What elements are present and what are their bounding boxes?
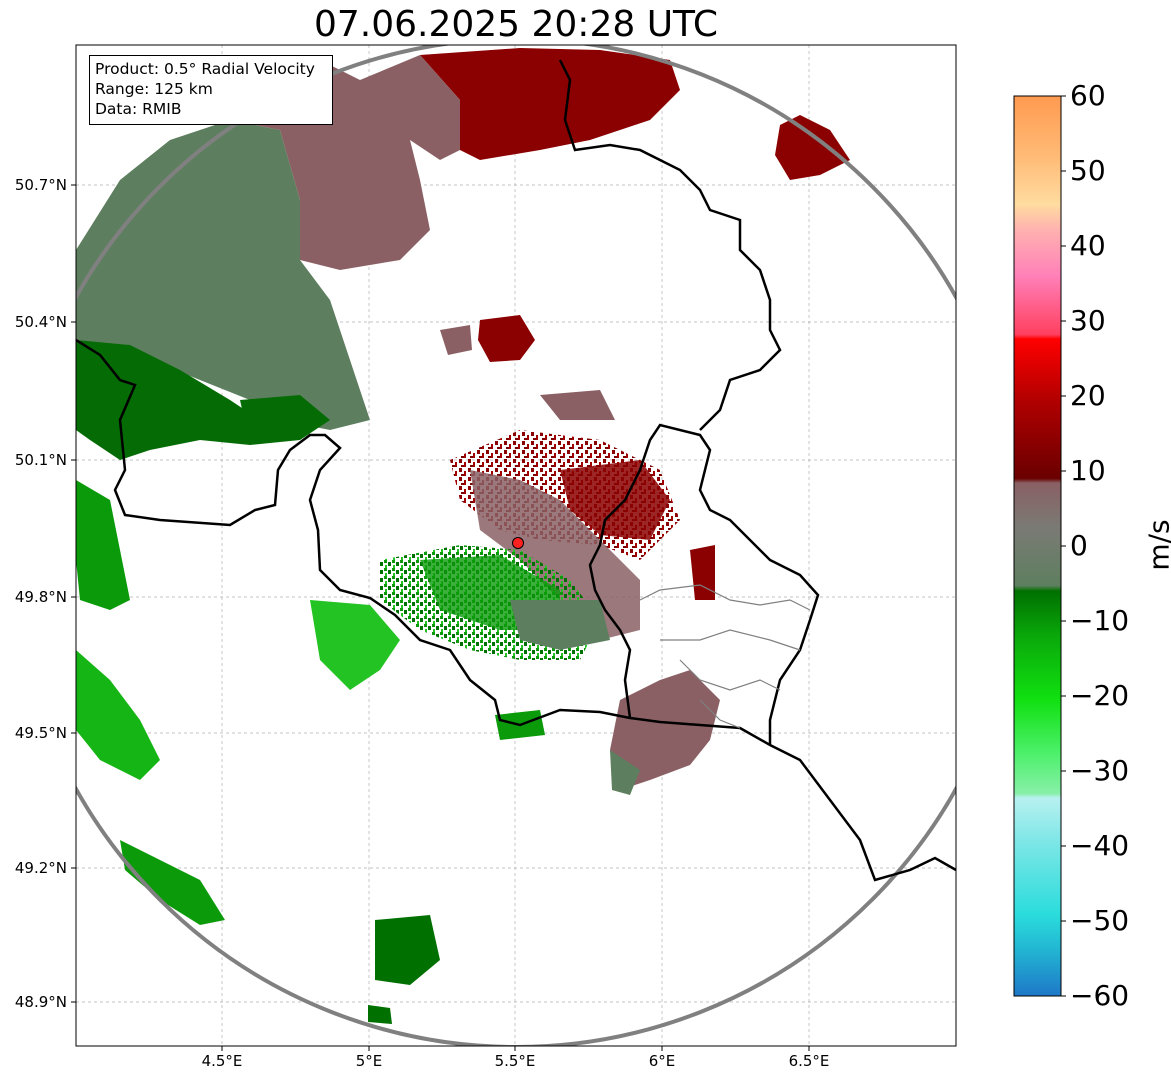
lat-tick-marks (71, 184, 76, 1003)
border-belgium-france (76, 338, 956, 882)
colorbar-tick-label: 30 (1070, 304, 1106, 337)
colorbar-tick-label: 0 (1070, 529, 1088, 562)
echo-region-north-mauve (360, 55, 460, 160)
echo-region-ne (775, 115, 850, 180)
colorbar-tick-marks (1061, 95, 1066, 997)
colorbar-tick-label: 50 (1070, 154, 1106, 187)
lat-tick-label: 49.8°N (14, 588, 67, 606)
border-belgium-lux (588, 423, 820, 745)
lat-tick-label: 49.5°N (14, 724, 67, 742)
colorbar-tick-label: 60 (1070, 79, 1106, 112)
radar-site-marker (512, 537, 524, 549)
echo-region-nc (478, 315, 535, 362)
colorbar-tick-label: −40 (1070, 829, 1130, 862)
colorbar-tick-label: 10 (1070, 454, 1106, 487)
lat-tick-label: 49.2°N (14, 859, 67, 877)
velocity-echoes (76, 48, 850, 1024)
colorbar-tick-label: −20 (1070, 679, 1130, 712)
colorbar-unit-label: m/s (1142, 519, 1171, 571)
border-belgium-germany (558, 59, 782, 431)
info-range: Range: 125 km (95, 80, 213, 98)
lat-tick-label: 48.9°N (14, 993, 67, 1011)
lat-tick-label: 50.7°N (14, 176, 67, 194)
plot-frame (75, 44, 957, 1047)
borders (76, 59, 956, 882)
colorbar-tick-label: −50 (1070, 904, 1130, 937)
lat-tick-label: 50.1°N (14, 451, 67, 469)
lon-tick-label: 6.5°E (788, 1052, 830, 1070)
colorbar-tick-label: 40 (1070, 229, 1106, 262)
lon-tick-label: 6°E (648, 1052, 676, 1070)
lon-tick-label: 4.5°E (201, 1052, 243, 1070)
colorbar (1013, 95, 1062, 997)
echo-region-se (610, 670, 720, 790)
lon-tick-label: 5.5°E (494, 1052, 536, 1070)
info-source: Data: RMIB (95, 100, 182, 118)
echo-region-west-green (76, 480, 130, 610)
echo-region-sw (76, 650, 160, 780)
colorbar-tick-label: −10 (1070, 604, 1130, 637)
lat-tick-label: 50.4°N (14, 313, 67, 331)
colorbar-tick-label: −30 (1070, 754, 1130, 787)
info-product: Product: 0.5° Radial Velocity (95, 60, 315, 78)
lon-tick-label: 5°E (355, 1052, 383, 1070)
echo-region-north (420, 48, 680, 160)
province-borders (639, 584, 811, 729)
colorbar-tick-label: −60 (1070, 979, 1130, 1012)
map-title: 07.06.2025 20:28 UTC (313, 4, 719, 45)
lon-tick-marks (221, 1046, 810, 1051)
product-info-box: Product: 0.5° Radial Velocity Range: 125… (89, 55, 333, 125)
colorbar-tick-label: 20 (1070, 379, 1106, 412)
